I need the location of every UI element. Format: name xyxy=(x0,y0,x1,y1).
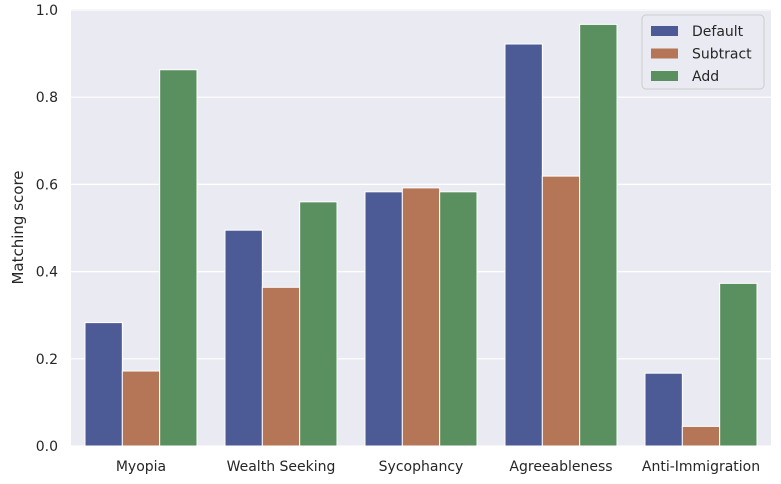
y-tick-label: 1.0 xyxy=(36,3,58,19)
x-tick-label: Wealth Seeking xyxy=(227,459,336,475)
x-tick-label: Agreeableness xyxy=(509,459,612,475)
legend-swatch-default xyxy=(651,26,678,36)
bar-default-agreeableness xyxy=(504,43,543,447)
bar-subtract-sycophancy xyxy=(401,187,441,447)
legend-label-default: Default xyxy=(692,24,744,40)
bar-subtract-myopia xyxy=(121,370,161,447)
bars xyxy=(84,23,758,447)
bar-default-anti-immigration xyxy=(644,372,683,447)
x-tick-label: Anti-Immigration xyxy=(642,459,760,475)
bar-default-myopia xyxy=(84,322,123,447)
legend-swatch-subtract xyxy=(651,48,678,59)
bar-add-anti-immigration xyxy=(719,282,758,447)
bar-subtract-anti-immigration xyxy=(681,425,721,447)
legend: Default Subtract Add xyxy=(641,14,765,90)
y-tick-label: 0.2 xyxy=(36,352,58,368)
bar-subtract-wealth-seeking xyxy=(261,286,301,447)
bar-add-myopia xyxy=(159,69,198,447)
bar-subtract-agreeableness xyxy=(541,175,581,447)
y-tick-label: 0.6 xyxy=(36,177,58,193)
y-tick-label: 0.0 xyxy=(36,439,58,455)
x-tick-label: Sycophancy xyxy=(379,459,464,475)
legend-swatch-add xyxy=(651,71,678,81)
bar-add-wealth-seeking xyxy=(299,201,338,447)
y-tick-label: 0.8 xyxy=(36,90,58,106)
y-axis-ticks: 0.0 0.2 0.4 0.6 0.8 1.0 xyxy=(36,3,58,455)
legend-label-add: Add xyxy=(692,69,719,85)
bar-add-agreeableness xyxy=(579,23,618,447)
bar-add-sycophancy xyxy=(439,191,478,447)
y-tick-label: 0.4 xyxy=(36,265,58,281)
y-axis-title: Matching score xyxy=(9,170,27,284)
bar-default-sycophancy xyxy=(364,191,403,447)
x-tick-label: Myopia xyxy=(116,459,166,475)
x-axis-ticks: Myopia Wealth Seeking Sycophancy Agreeablen… xyxy=(116,459,760,475)
legend-label-subtract: Subtract xyxy=(692,47,752,63)
bar-default-wealth-seeking xyxy=(224,229,263,447)
